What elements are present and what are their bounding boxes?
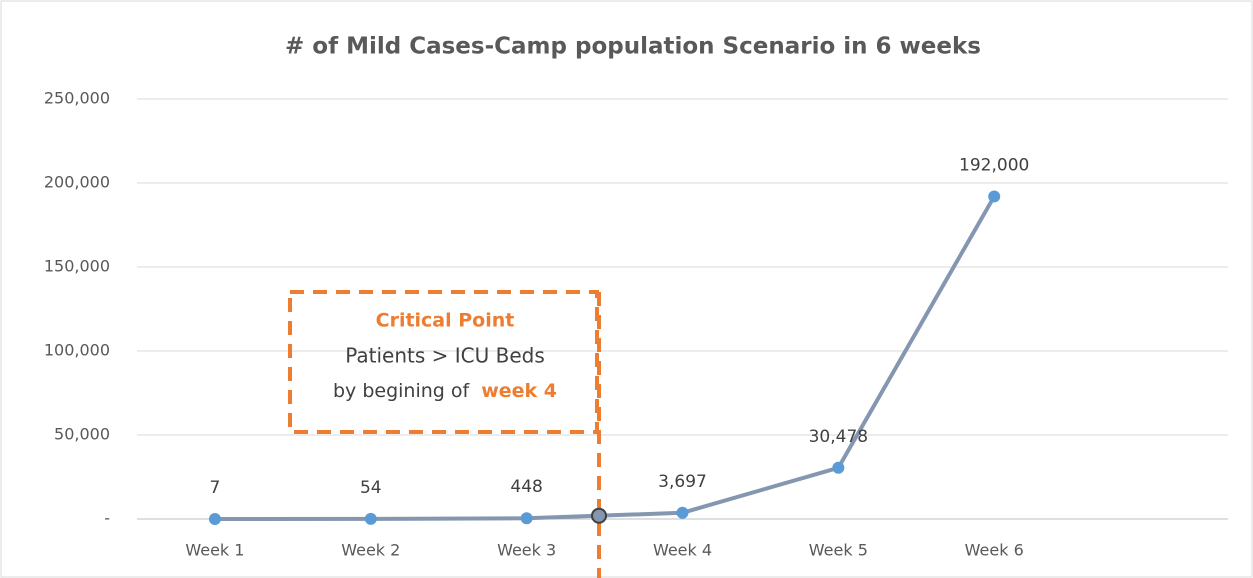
chart-title: # of Mild Cases-Camp population Scenario… <box>285 34 981 60</box>
annotation-highlight: week 4 <box>481 380 557 402</box>
y-tick-label: 200,000 <box>44 173 110 192</box>
data-label: 3,697 <box>658 472 707 492</box>
data-point <box>364 512 377 525</box>
y-tick-label: - <box>104 509 110 528</box>
annotation-text: Patients > ICU Beds <box>345 344 545 368</box>
data-label: 54 <box>360 478 382 498</box>
data-label: 192,000 <box>959 155 1029 175</box>
x-tick-label: Week 1 <box>185 541 244 560</box>
data-label: 7 <box>210 478 221 498</box>
data-point <box>988 190 1001 203</box>
grid: - 50,000 100,000 150,000 200,000 250,000 Week … <box>44 89 1228 560</box>
data-point <box>676 506 689 519</box>
x-tick-label: Week 5 <box>809 541 868 560</box>
data-point <box>208 512 221 525</box>
x-tick-label: Week 2 <box>341 541 400 560</box>
plot: 7 54 448 3,697 30,478 192,000 <box>208 155 1029 525</box>
data-label: 448 <box>510 477 542 497</box>
x-tick-label: Week 4 <box>653 541 712 560</box>
annotation-text: by begining of <box>333 380 471 402</box>
y-tick-label: 150,000 <box>44 257 110 276</box>
y-tick-label: 50,000 <box>54 425 110 444</box>
annotation-text: by begining of week 4 <box>333 380 557 402</box>
y-tick-label: 100,000 <box>44 341 110 360</box>
annotation-title: Critical Point <box>376 310 515 332</box>
x-tick-label: Week 3 <box>497 541 556 560</box>
data-point <box>832 461 845 474</box>
critical-marker <box>591 507 607 524</box>
data-point <box>520 512 533 525</box>
y-tick-label: 250,000 <box>44 89 110 108</box>
data-label: 30,478 <box>809 427 868 447</box>
x-tick-label: Week 6 <box>965 541 1024 560</box>
